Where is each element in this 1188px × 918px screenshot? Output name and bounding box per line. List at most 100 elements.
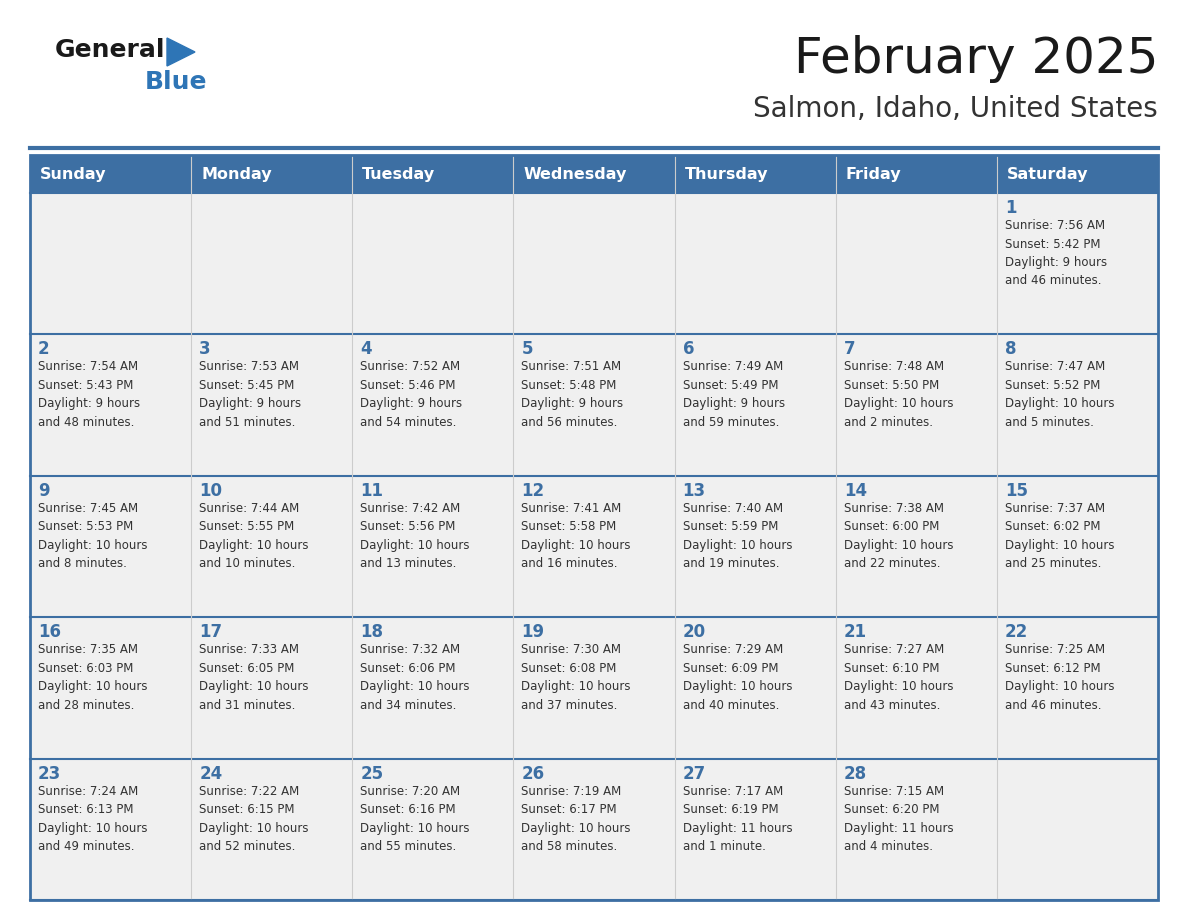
Bar [30, 617, 191, 758]
Text: 1: 1 [1005, 199, 1017, 217]
Text: 23: 23 [38, 765, 62, 783]
Bar [353, 617, 513, 758]
Text: Sunrise: 7:52 AM
Sunset: 5:46 PM
Daylight: 9 hours
and 54 minutes.: Sunrise: 7:52 AM Sunset: 5:46 PM Dayligh… [360, 361, 462, 429]
Text: 19: 19 [522, 623, 544, 641]
Text: 2: 2 [38, 341, 50, 358]
Text: Wednesday: Wednesday [524, 166, 627, 182]
Text: Sunrise: 7:45 AM
Sunset: 5:53 PM
Daylight: 10 hours
and 8 minutes.: Sunrise: 7:45 AM Sunset: 5:53 PM Dayligh… [38, 502, 147, 570]
Bar [675, 476, 835, 617]
Text: 3: 3 [200, 341, 210, 358]
Polygon shape [168, 38, 195, 66]
Bar [353, 758, 513, 900]
Text: Sunrise: 7:48 AM
Sunset: 5:50 PM
Daylight: 10 hours
and 2 minutes.: Sunrise: 7:48 AM Sunset: 5:50 PM Dayligh… [843, 361, 953, 429]
Bar [997, 476, 1158, 617]
Text: Sunrise: 7:30 AM
Sunset: 6:08 PM
Daylight: 10 hours
and 37 minutes.: Sunrise: 7:30 AM Sunset: 6:08 PM Dayligh… [522, 644, 631, 711]
Text: Sunrise: 7:56 AM
Sunset: 5:42 PM
Daylight: 9 hours
and 46 minutes.: Sunrise: 7:56 AM Sunset: 5:42 PM Dayligh… [1005, 219, 1107, 287]
Text: Sunrise: 7:19 AM
Sunset: 6:17 PM
Daylight: 10 hours
and 58 minutes.: Sunrise: 7:19 AM Sunset: 6:17 PM Dayligh… [522, 785, 631, 853]
Text: Sunrise: 7:41 AM
Sunset: 5:58 PM
Daylight: 10 hours
and 16 minutes.: Sunrise: 7:41 AM Sunset: 5:58 PM Dayligh… [522, 502, 631, 570]
Text: Sunrise: 7:42 AM
Sunset: 5:56 PM
Daylight: 10 hours
and 13 minutes.: Sunrise: 7:42 AM Sunset: 5:56 PM Dayligh… [360, 502, 469, 570]
Bar [353, 334, 513, 476]
Text: 7: 7 [843, 341, 855, 358]
Text: 8: 8 [1005, 341, 1017, 358]
Text: Sunrise: 7:51 AM
Sunset: 5:48 PM
Daylight: 9 hours
and 56 minutes.: Sunrise: 7:51 AM Sunset: 5:48 PM Dayligh… [522, 361, 624, 429]
Text: 28: 28 [843, 765, 867, 783]
Bar [353, 476, 513, 617]
Text: Sunrise: 7:32 AM
Sunset: 6:06 PM
Daylight: 10 hours
and 34 minutes.: Sunrise: 7:32 AM Sunset: 6:06 PM Dayligh… [360, 644, 469, 711]
Text: 24: 24 [200, 765, 222, 783]
Bar [675, 617, 835, 758]
Text: Sunrise: 7:25 AM
Sunset: 6:12 PM
Daylight: 10 hours
and 46 minutes.: Sunrise: 7:25 AM Sunset: 6:12 PM Dayligh… [1005, 644, 1114, 711]
Text: Sunday: Sunday [40, 166, 107, 182]
Text: Sunrise: 7:20 AM
Sunset: 6:16 PM
Daylight: 10 hours
and 55 minutes.: Sunrise: 7:20 AM Sunset: 6:16 PM Dayligh… [360, 785, 469, 853]
Text: Sunrise: 7:27 AM
Sunset: 6:10 PM
Daylight: 10 hours
and 43 minutes.: Sunrise: 7:27 AM Sunset: 6:10 PM Dayligh… [843, 644, 953, 711]
Text: 22: 22 [1005, 623, 1028, 641]
Bar [997, 617, 1158, 758]
Bar [513, 155, 675, 193]
Text: Sunrise: 7:49 AM
Sunset: 5:49 PM
Daylight: 9 hours
and 59 minutes.: Sunrise: 7:49 AM Sunset: 5:49 PM Dayligh… [683, 361, 785, 429]
Text: Monday: Monday [201, 166, 272, 182]
Text: 27: 27 [683, 765, 706, 783]
Bar [30, 155, 1158, 900]
Text: 9: 9 [38, 482, 50, 499]
Text: Sunrise: 7:38 AM
Sunset: 6:00 PM
Daylight: 10 hours
and 22 minutes.: Sunrise: 7:38 AM Sunset: 6:00 PM Dayligh… [843, 502, 953, 570]
Bar [513, 617, 675, 758]
Bar [191, 334, 353, 476]
Text: 25: 25 [360, 765, 384, 783]
Text: 16: 16 [38, 623, 61, 641]
Text: Sunrise: 7:53 AM
Sunset: 5:45 PM
Daylight: 9 hours
and 51 minutes.: Sunrise: 7:53 AM Sunset: 5:45 PM Dayligh… [200, 361, 302, 429]
Bar [997, 334, 1158, 476]
Text: Sunrise: 7:22 AM
Sunset: 6:15 PM
Daylight: 10 hours
and 52 minutes.: Sunrise: 7:22 AM Sunset: 6:15 PM Dayligh… [200, 785, 309, 853]
Bar [997, 155, 1158, 193]
Text: Sunrise: 7:54 AM
Sunset: 5:43 PM
Daylight: 9 hours
and 48 minutes.: Sunrise: 7:54 AM Sunset: 5:43 PM Dayligh… [38, 361, 140, 429]
Text: Salmon, Idaho, United States: Salmon, Idaho, United States [753, 95, 1158, 123]
Text: Sunrise: 7:44 AM
Sunset: 5:55 PM
Daylight: 10 hours
and 10 minutes.: Sunrise: 7:44 AM Sunset: 5:55 PM Dayligh… [200, 502, 309, 570]
Text: Tuesday: Tuesday [362, 166, 436, 182]
Bar [835, 758, 997, 900]
Text: 4: 4 [360, 341, 372, 358]
Text: 6: 6 [683, 341, 694, 358]
Bar [191, 193, 353, 334]
Text: 17: 17 [200, 623, 222, 641]
Bar [835, 193, 997, 334]
Bar [30, 758, 191, 900]
Bar [675, 155, 835, 193]
Text: 21: 21 [843, 623, 867, 641]
Text: 18: 18 [360, 623, 384, 641]
Bar [997, 193, 1158, 334]
Text: General: General [55, 38, 165, 62]
Text: 12: 12 [522, 482, 544, 499]
Text: Sunrise: 7:24 AM
Sunset: 6:13 PM
Daylight: 10 hours
and 49 minutes.: Sunrise: 7:24 AM Sunset: 6:13 PM Dayligh… [38, 785, 147, 853]
Bar [835, 476, 997, 617]
Text: 20: 20 [683, 623, 706, 641]
Bar [353, 193, 513, 334]
Bar [30, 193, 191, 334]
Bar [513, 758, 675, 900]
Bar [997, 758, 1158, 900]
Text: Sunrise: 7:29 AM
Sunset: 6:09 PM
Daylight: 10 hours
and 40 minutes.: Sunrise: 7:29 AM Sunset: 6:09 PM Dayligh… [683, 644, 792, 711]
Text: Thursday: Thursday [684, 166, 769, 182]
Bar [675, 334, 835, 476]
Bar [191, 617, 353, 758]
Bar [191, 758, 353, 900]
Text: Sunrise: 7:17 AM
Sunset: 6:19 PM
Daylight: 11 hours
and 1 minute.: Sunrise: 7:17 AM Sunset: 6:19 PM Dayligh… [683, 785, 792, 853]
Bar [835, 334, 997, 476]
Bar [353, 155, 513, 193]
Bar [513, 334, 675, 476]
Text: Sunrise: 7:15 AM
Sunset: 6:20 PM
Daylight: 11 hours
and 4 minutes.: Sunrise: 7:15 AM Sunset: 6:20 PM Dayligh… [843, 785, 953, 853]
Text: 11: 11 [360, 482, 384, 499]
Text: Sunrise: 7:33 AM
Sunset: 6:05 PM
Daylight: 10 hours
and 31 minutes.: Sunrise: 7:33 AM Sunset: 6:05 PM Dayligh… [200, 644, 309, 711]
Text: 15: 15 [1005, 482, 1028, 499]
Text: 26: 26 [522, 765, 544, 783]
Text: Sunrise: 7:40 AM
Sunset: 5:59 PM
Daylight: 10 hours
and 19 minutes.: Sunrise: 7:40 AM Sunset: 5:59 PM Dayligh… [683, 502, 792, 570]
Text: 14: 14 [843, 482, 867, 499]
Text: Sunrise: 7:37 AM
Sunset: 6:02 PM
Daylight: 10 hours
and 25 minutes.: Sunrise: 7:37 AM Sunset: 6:02 PM Dayligh… [1005, 502, 1114, 570]
Bar [513, 193, 675, 334]
Text: Friday: Friday [846, 166, 902, 182]
Bar [30, 476, 191, 617]
Text: Sunrise: 7:47 AM
Sunset: 5:52 PM
Daylight: 10 hours
and 5 minutes.: Sunrise: 7:47 AM Sunset: 5:52 PM Dayligh… [1005, 361, 1114, 429]
Bar [513, 476, 675, 617]
Text: Sunrise: 7:35 AM
Sunset: 6:03 PM
Daylight: 10 hours
and 28 minutes.: Sunrise: 7:35 AM Sunset: 6:03 PM Dayligh… [38, 644, 147, 711]
Bar [30, 334, 191, 476]
Text: 5: 5 [522, 341, 533, 358]
Bar [191, 476, 353, 617]
